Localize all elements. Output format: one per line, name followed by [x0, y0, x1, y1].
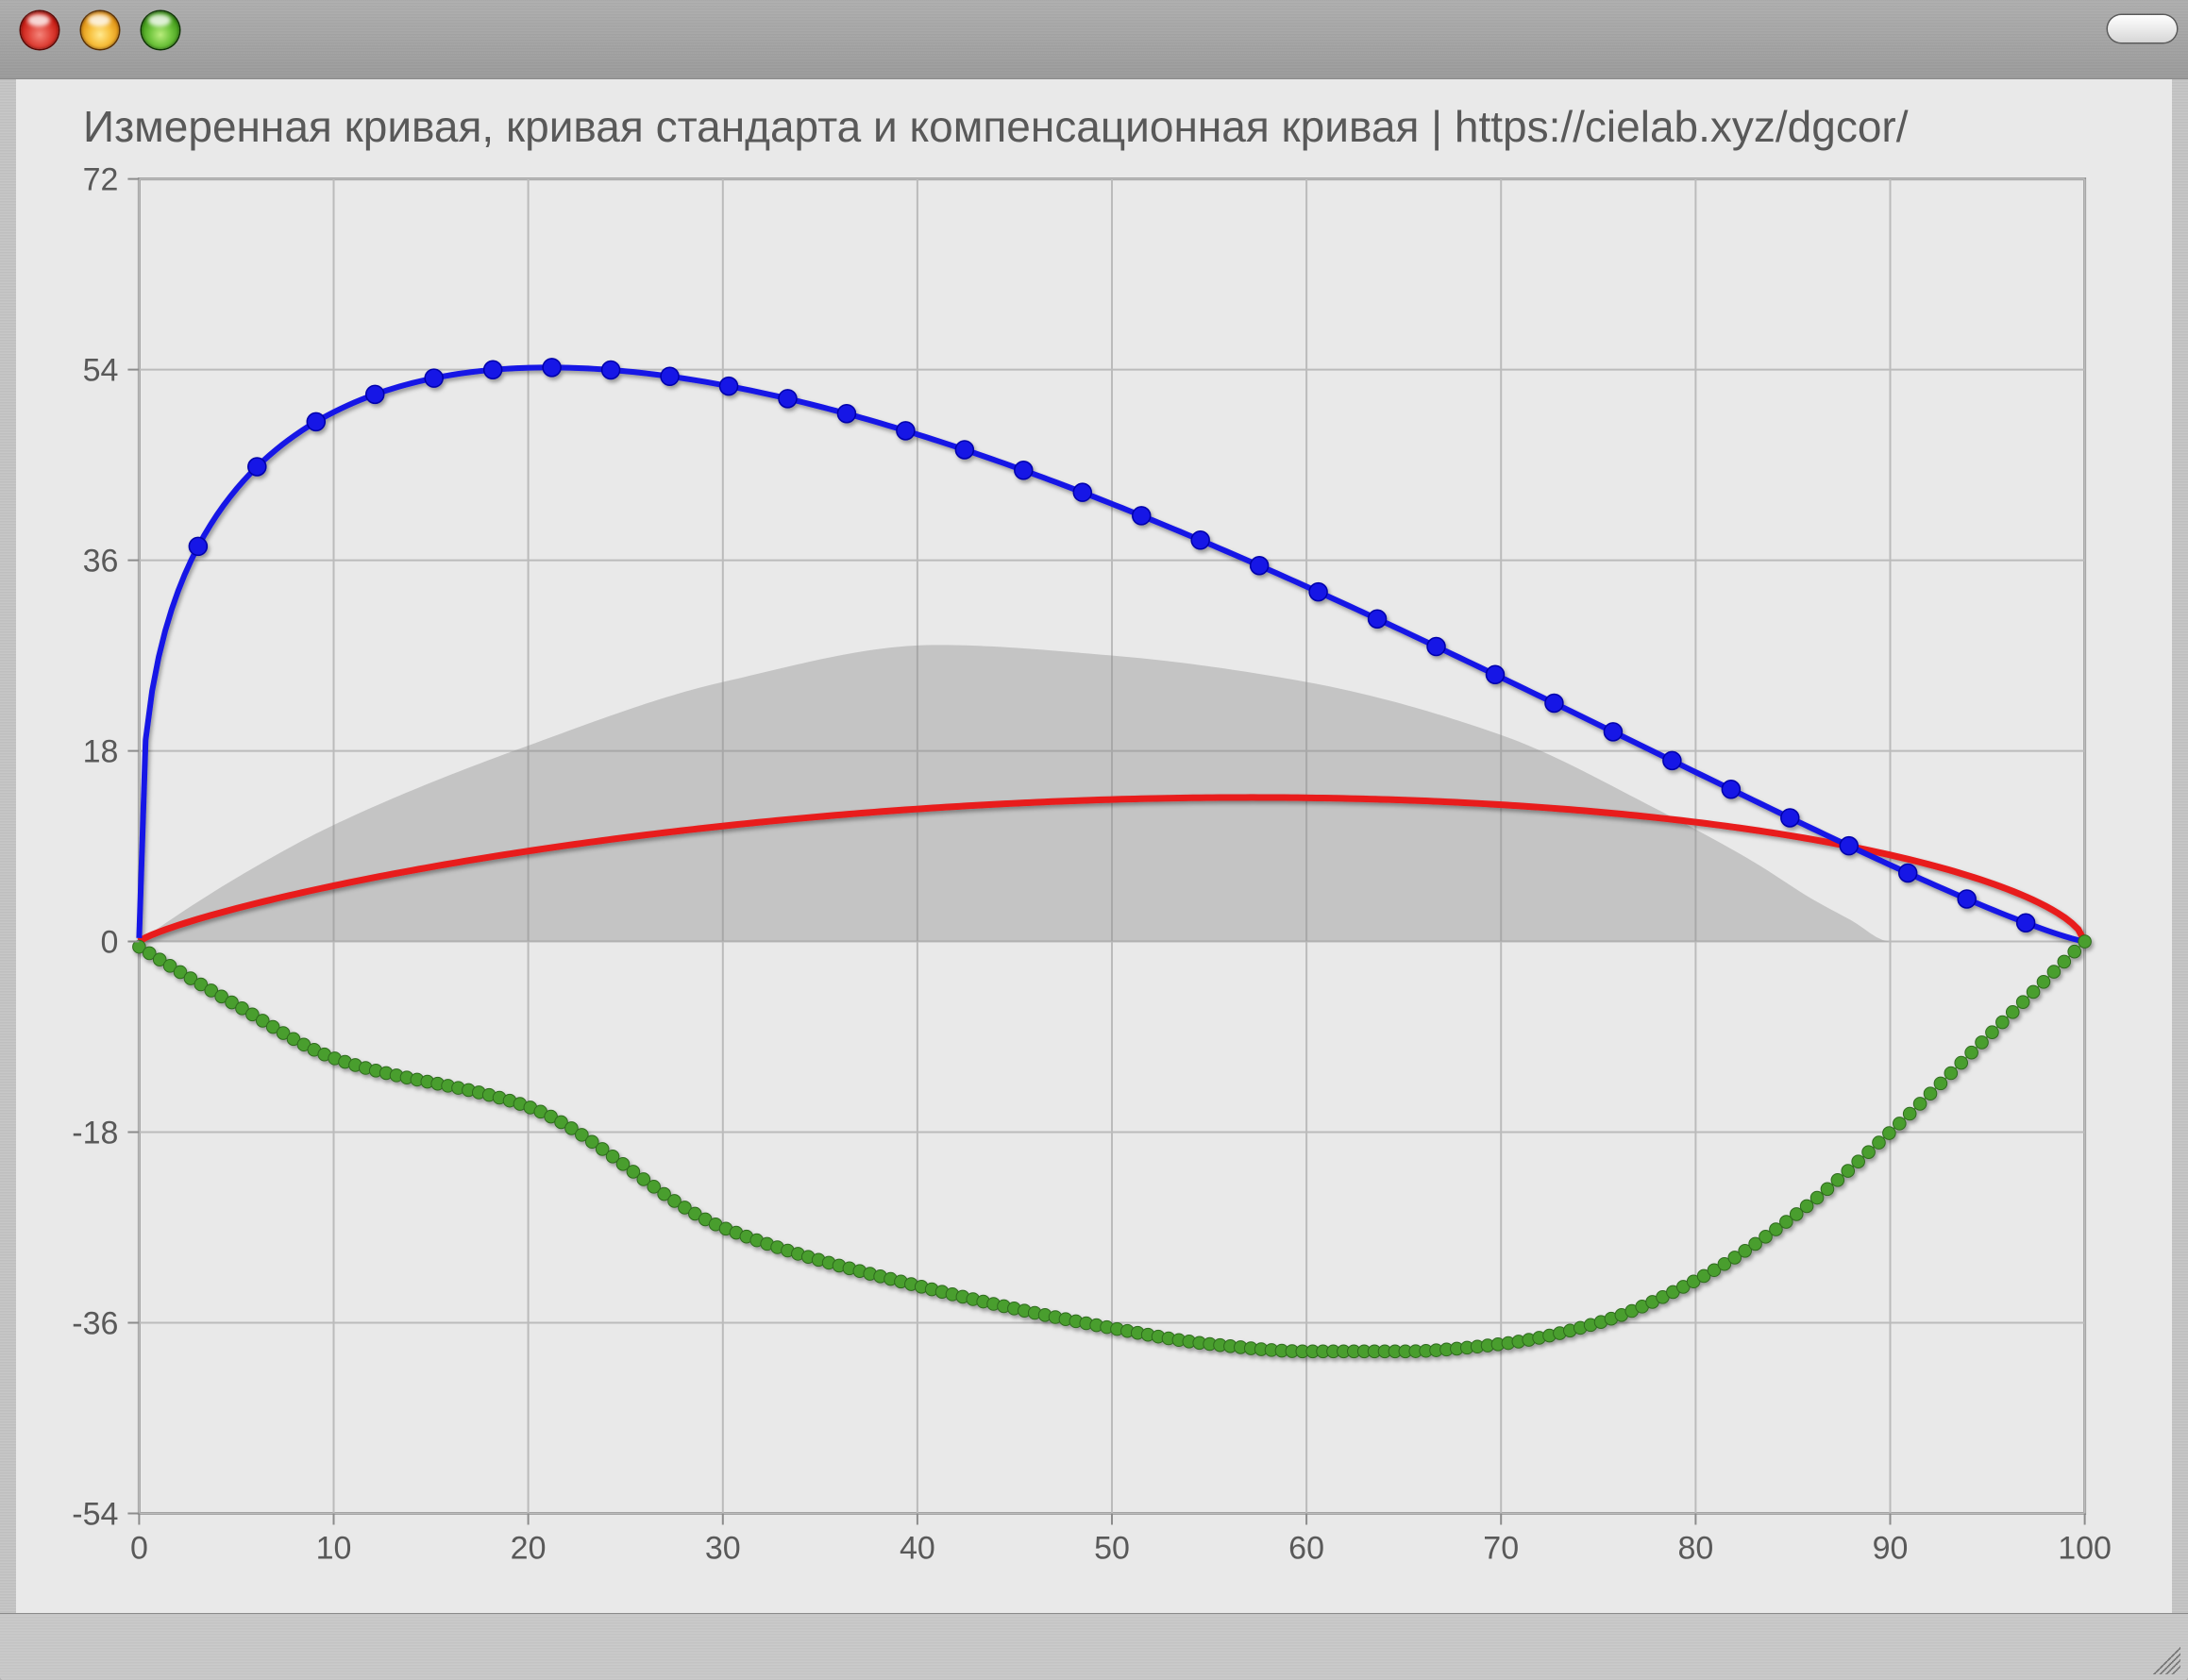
svg-text:36: 36 [83, 544, 119, 580]
svg-text:0: 0 [100, 925, 118, 961]
svg-text:18: 18 [83, 734, 119, 770]
svg-text:20: 20 [511, 1531, 547, 1567]
svg-text:30: 30 [705, 1531, 741, 1567]
svg-text:50: 50 [1094, 1531, 1130, 1567]
svg-text:60: 60 [1288, 1531, 1324, 1567]
svg-text:Измеренная кривая, кривая стан: Измеренная кривая, кривая стандарта и ко… [83, 102, 1909, 151]
svg-text:54: 54 [83, 353, 119, 389]
svg-text:-18: -18 [72, 1116, 118, 1151]
svg-text:90: 90 [1873, 1531, 1909, 1567]
svg-text:-36: -36 [72, 1306, 118, 1342]
svg-text:100: 100 [2058, 1531, 2112, 1567]
svg-text:80: 80 [1677, 1531, 1713, 1567]
svg-text:70: 70 [1483, 1531, 1519, 1567]
svg-text:10: 10 [316, 1531, 352, 1567]
svg-text:-54: -54 [72, 1497, 118, 1533]
svg-text:40: 40 [900, 1531, 935, 1567]
svg-text:0: 0 [130, 1531, 148, 1567]
svg-text:72: 72 [83, 162, 119, 198]
